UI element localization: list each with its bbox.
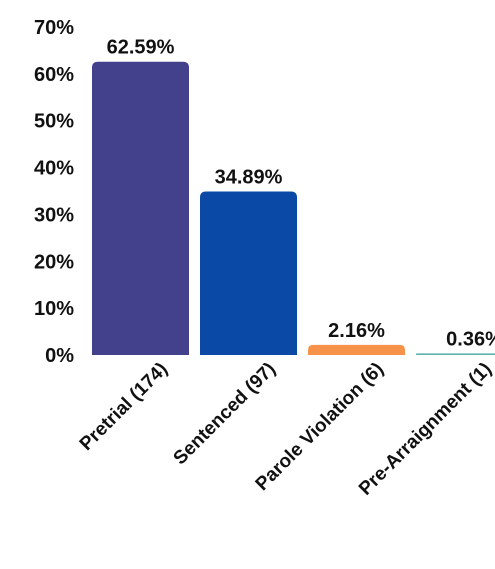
x-axis: Pretrial (174)Sentenced (97)Parole Viola… (76, 359, 495, 500)
y-tick-label: 20% (34, 251, 74, 273)
bars-group (92, 61, 495, 356)
bar (92, 61, 189, 356)
x-tick-label: Pretrial (174) (76, 359, 172, 455)
y-tick-label: 40% (34, 158, 74, 180)
bar (200, 191, 297, 355)
data-label: 0.36% (446, 328, 495, 350)
y-tick-label: 30% (34, 204, 74, 226)
y-tick-label: 50% (34, 111, 74, 133)
data-labels-group: 62.59% 34.89% 2.16% 0.36% (107, 37, 495, 351)
y-tick-label: 60% (34, 64, 74, 86)
data-label: 2.16% (328, 320, 385, 342)
data-label: 62.59% (107, 37, 175, 59)
y-tick-label: 10% (34, 298, 74, 320)
data-label: 34.89% (215, 167, 283, 189)
bar (308, 344, 405, 355)
y-tick-label: 70% (34, 17, 74, 39)
bar (416, 353, 495, 355)
y-axis: 0% 10% 20% 30% 40% 50% 60% 70% (34, 17, 74, 367)
x-tick-label: Sentenced (97) (170, 359, 280, 469)
y-tick-label: 0% (45, 345, 74, 367)
